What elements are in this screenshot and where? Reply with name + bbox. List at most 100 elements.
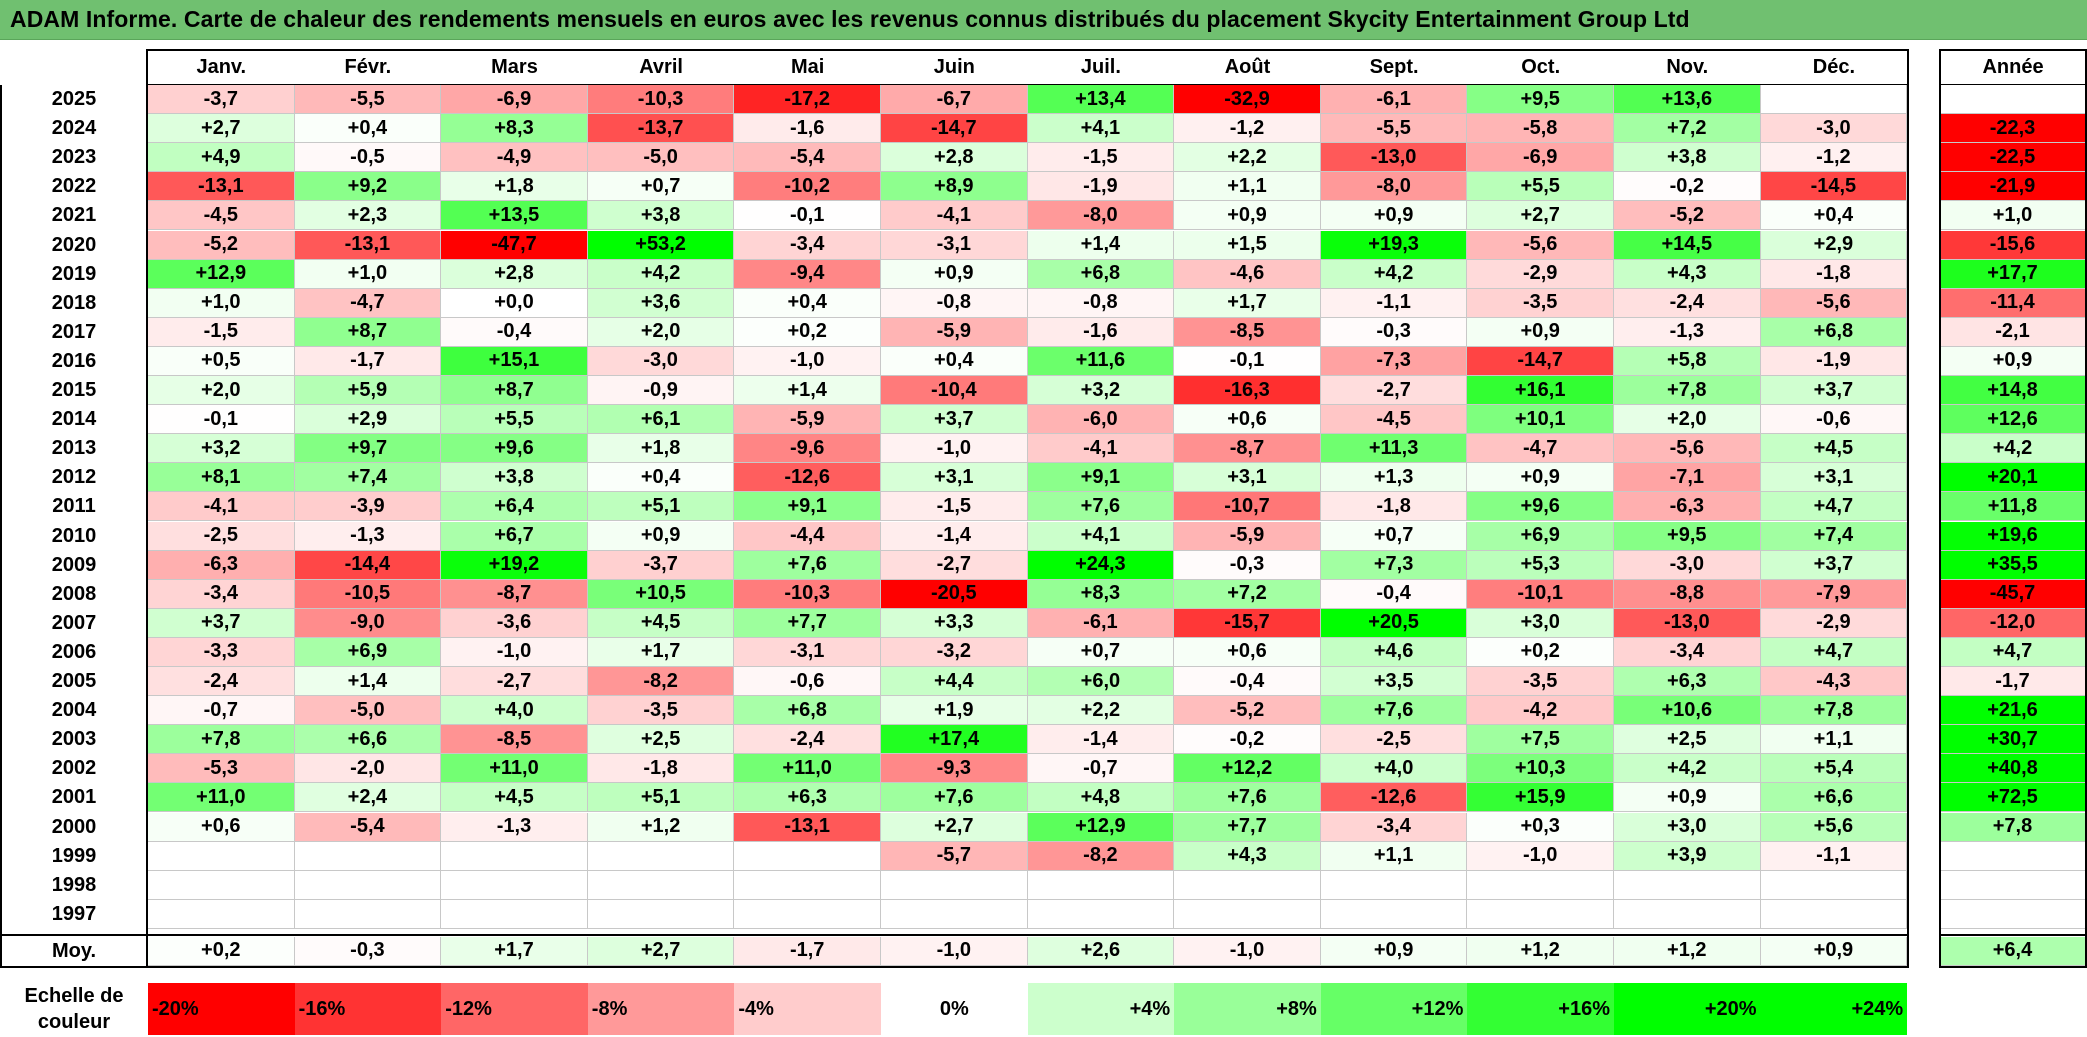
heatmap-cell: -13,0 (1320, 143, 1468, 173)
heatmap-cell: +15,1 (441, 346, 588, 376)
heatmap-cell (587, 899, 735, 929)
heatmap-cell: +0,2 (1467, 637, 1614, 667)
heatmap-cell: -5,5 (294, 85, 442, 115)
heatmap-cell: -5,2 (1614, 201, 1761, 231)
heatmap-cell (1174, 870, 1321, 900)
heatmap-cell: +4,7 (1760, 492, 1908, 522)
scale-swatch: +24% (1760, 983, 1908, 1035)
annual-cell: +14,8 (1939, 376, 2087, 406)
heatmap-cell: +4,0 (441, 696, 588, 726)
heatmap-cell: +3,7 (1760, 550, 1908, 580)
heatmap-cell: +0,6 (1174, 405, 1321, 435)
annual-cell (1939, 870, 2087, 900)
heatmap-cell: +11,0 (734, 754, 881, 784)
year-label: 2008 (51, 582, 97, 605)
heatmap-cell (881, 870, 1028, 900)
heatmap-cell: +4,3 (1614, 259, 1761, 289)
heatmap-cell: -8,0 (1320, 172, 1468, 202)
heatmap-cell: -20,5 (881, 579, 1028, 609)
heatmap-cell: -0,4 (1320, 579, 1468, 609)
heatmap-cell: +11,0 (148, 783, 295, 813)
heatmap-cell: -3,4 (734, 230, 881, 260)
heatmap-cell: -1,0 (734, 346, 881, 376)
heatmap-cell: +2,0 (148, 376, 295, 406)
heatmap-cell: -1,8 (1320, 492, 1468, 522)
heatmap-cell: -3,7 (587, 550, 735, 580)
heatmap-cell: -14,5 (1760, 172, 1908, 202)
heatmap-cell: +8,7 (294, 317, 442, 347)
average-cell: +0,9 (1320, 936, 1468, 966)
heatmap-cell: -1,1 (1760, 841, 1908, 871)
heatmap-cell: -4,1 (148, 492, 295, 522)
heatmap-cell: +4,2 (587, 259, 735, 289)
heatmap-cell (148, 870, 295, 900)
month-header: Mai (791, 55, 825, 78)
heatmap-cell: -5,9 (881, 317, 1028, 347)
heatmap-cell: +2,7 (881, 812, 1028, 842)
year-label: 2000 (51, 815, 97, 838)
heatmap-cell: -2,7 (881, 550, 1028, 580)
heatmap-cell: -3,7 (148, 85, 295, 115)
heatmap-cell: +4,2 (1614, 754, 1761, 784)
annual-cell: -22,3 (1939, 114, 2087, 144)
year-label: 2001 (51, 786, 97, 809)
heatmap-cell: -5,6 (1467, 230, 1614, 260)
heatmap-cell: -1,0 (1467, 841, 1614, 871)
heatmap-cell: -2,7 (441, 667, 588, 697)
heatmap-cell: +1,0 (294, 259, 442, 289)
heatmap-cell (441, 841, 588, 871)
month-header: Avril (639, 55, 683, 78)
heatmap-cell: -4,7 (1467, 434, 1614, 464)
scale-swatch: +8% (1174, 983, 1321, 1035)
heatmap-cell: +4,0 (1320, 754, 1468, 784)
heatmap-cell: +3,7 (881, 405, 1028, 435)
heatmap-cell (1760, 870, 1908, 900)
heatmap-cell: +15,9 (1467, 783, 1614, 813)
heatmap-cell: -1,2 (1760, 143, 1908, 173)
heatmap-cell: +9,5 (1614, 521, 1761, 551)
year-label: 2021 (51, 204, 97, 227)
heatmap-cell: +2,8 (441, 259, 588, 289)
heatmap-cell: +1,7 (1174, 288, 1321, 318)
annual-cell: +30,7 (1939, 725, 2087, 755)
heatmap-cell: +5,1 (587, 783, 735, 813)
heatmap-cell: -0,3 (1320, 317, 1468, 347)
average-cell: +2,7 (587, 936, 735, 966)
heatmap-cell: -13,1 (294, 230, 442, 260)
average-cell: +0,9 (1760, 936, 1908, 966)
heatmap-cell: -2,4 (734, 725, 881, 755)
heatmap-cell: +3,6 (587, 288, 735, 318)
heatmap-cell: +8,3 (441, 114, 588, 144)
heatmap-cell: +2,2 (1027, 696, 1175, 726)
heatmap-cell: +3,0 (1614, 812, 1761, 842)
annual-average-cell: +6,4 (1939, 936, 2087, 966)
heatmap-cell: +0,4 (587, 463, 735, 493)
heatmap-cell: +5,3 (1467, 550, 1614, 580)
heatmap-cell: +0,5 (148, 346, 295, 376)
heatmap-cell (881, 899, 1028, 929)
heatmap-cell: -3,5 (1467, 288, 1614, 318)
heatmap-cell: -0,3 (1174, 550, 1321, 580)
scale-swatch: -4% (734, 983, 881, 1035)
year-label: 2025 (51, 88, 97, 111)
heatmap-cell: +2,7 (1467, 201, 1614, 231)
heatmap-cell: +4,5 (441, 783, 588, 813)
heatmap-cell: -8,2 (587, 667, 735, 697)
average-cell: +1,2 (1467, 936, 1614, 966)
heatmap-cell: +9,1 (734, 492, 881, 522)
month-header: Janv. (196, 55, 247, 78)
heatmap-cell: -1,6 (734, 114, 881, 144)
heatmap-cell: +20,5 (1320, 608, 1468, 638)
heatmap-cell: +4,5 (1760, 434, 1908, 464)
heatmap-cell (1614, 870, 1761, 900)
heatmap-cell: -5,9 (734, 405, 881, 435)
year-label: 2022 (51, 175, 97, 198)
heatmap-cell: +11,3 (1320, 434, 1468, 464)
heatmap-cell: -2,5 (148, 521, 295, 551)
annual-cell (1939, 85, 2087, 115)
heatmap-cell: +7,5 (1467, 725, 1614, 755)
heatmap-cell: +0,7 (587, 172, 735, 202)
year-label: 2005 (51, 670, 97, 693)
heatmap-cell: -6,0 (1027, 405, 1175, 435)
heatmap-cell: +4,9 (148, 143, 295, 173)
